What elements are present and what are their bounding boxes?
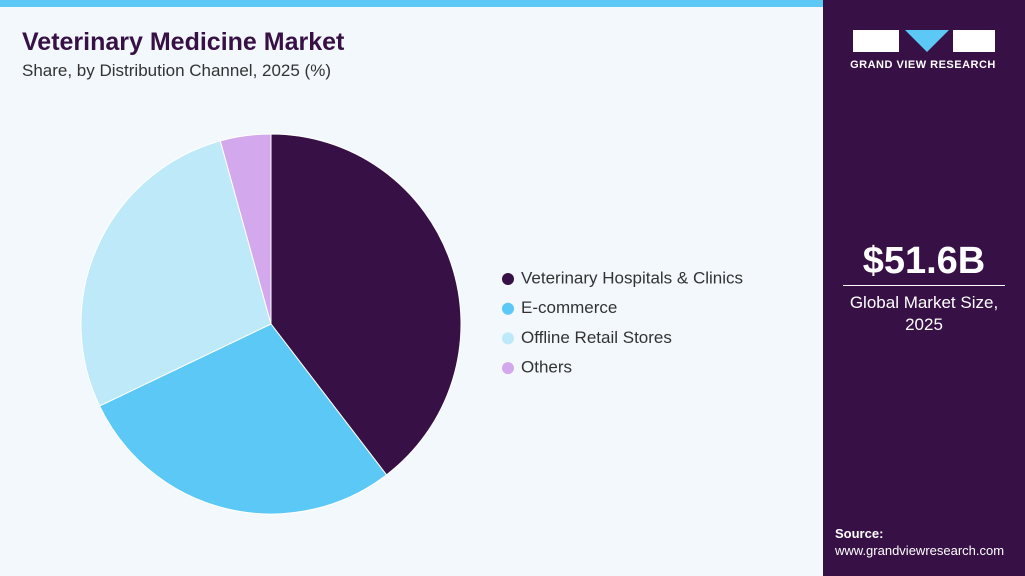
logo-block bbox=[953, 30, 995, 52]
legend-marker bbox=[502, 362, 514, 375]
pie-slice bbox=[270, 133, 462, 476]
legend-label: Others bbox=[521, 358, 572, 377]
chart: Veterinary Medicine Market Share, by Dis… bbox=[0, 0, 823, 515]
top-bar bbox=[0, 0, 823, 7]
chart-subtitle: Share, by Distribution Channel, 2025 (%) bbox=[22, 61, 331, 80]
logo-block bbox=[905, 30, 949, 52]
logo-text: GRAND VIEW RESEARCH bbox=[850, 59, 996, 71]
pie-slice bbox=[80, 140, 272, 407]
legend-label: Veterinary Hospitals & Clinics bbox=[521, 268, 743, 287]
legend-label: E-commerce bbox=[521, 298, 617, 317]
source-url: www.grandviewresearch.com bbox=[835, 543, 1005, 558]
legend-marker bbox=[502, 332, 514, 345]
side-panel: GRAND VIEW RESEARCH $51.6B Global Market… bbox=[823, 0, 1025, 576]
divider bbox=[843, 285, 1005, 286]
legend-marker bbox=[502, 302, 514, 315]
market-label: Global Market Size, 2025 bbox=[849, 293, 999, 334]
pie-slice bbox=[98, 323, 388, 515]
logo: GRAND VIEW RESEARCH bbox=[850, 30, 996, 71]
market-value: $51.6B bbox=[862, 240, 986, 282]
chart-title: Veterinary Medicine Market bbox=[22, 28, 345, 56]
source-label: Source: bbox=[835, 526, 884, 541]
pie-slice bbox=[219, 133, 272, 325]
legend-label: Offline Retail Stores bbox=[521, 328, 672, 347]
legend-marker bbox=[502, 273, 514, 285]
logo-block bbox=[853, 30, 899, 52]
